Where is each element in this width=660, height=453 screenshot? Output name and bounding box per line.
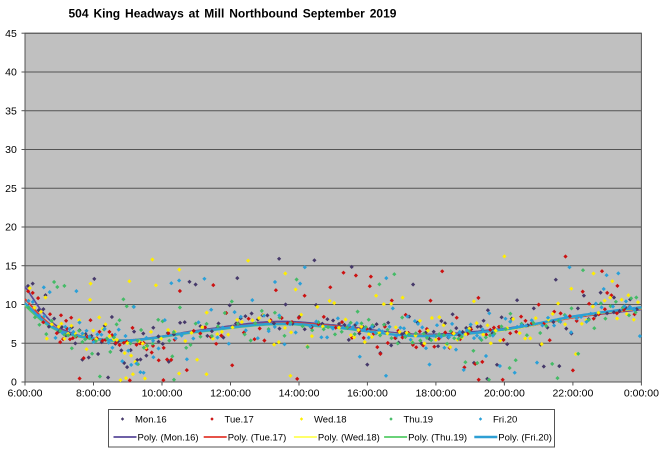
svg-text:Poly. (Fri.20): Poly. (Fri.20) — [498, 432, 552, 443]
svg-text:Poly. (Tue.17): Poly. (Tue.17) — [228, 432, 287, 443]
svg-text:0: 0 — [11, 377, 17, 389]
svg-text:10:00:00: 10:00:00 — [142, 388, 183, 400]
svg-text:25: 25 — [5, 183, 17, 195]
svg-text:12:00:00: 12:00:00 — [210, 388, 251, 400]
svg-text:6:00:00: 6:00:00 — [7, 388, 42, 400]
svg-text:Poly. (Wed.18): Poly. (Wed.18) — [318, 432, 380, 443]
svg-text:14:00:00: 14:00:00 — [279, 388, 320, 400]
svg-text:Fri.20: Fri.20 — [493, 414, 517, 425]
svg-text:30: 30 — [5, 144, 17, 156]
svg-text:504 King Headways at Mill Nort: 504 King Headways at Mill Northbound Sep… — [69, 7, 397, 21]
svg-text:Tue.17: Tue.17 — [225, 414, 254, 425]
svg-text:45: 45 — [5, 28, 17, 40]
svg-text:Poly. (Mon.16): Poly. (Mon.16) — [138, 432, 199, 443]
svg-text:20: 20 — [5, 222, 17, 234]
svg-text:Poly. (Thu.19): Poly. (Thu.19) — [408, 432, 467, 443]
svg-text:18:00:00: 18:00:00 — [415, 388, 456, 400]
svg-text:10: 10 — [5, 299, 17, 311]
svg-text:8:00:00: 8:00:00 — [76, 388, 111, 400]
svg-text:40: 40 — [5, 67, 17, 79]
svg-text:20:00:00: 20:00:00 — [484, 388, 525, 400]
svg-text:Mon.16: Mon.16 — [135, 414, 167, 425]
svg-text:35: 35 — [5, 105, 17, 117]
svg-text:22:00:00: 22:00:00 — [552, 388, 593, 400]
svg-text:0:00:00: 0:00:00 — [624, 388, 659, 400]
svg-text:16:00:00: 16:00:00 — [347, 388, 388, 400]
svg-text:15: 15 — [5, 260, 17, 272]
svg-text:5: 5 — [11, 338, 17, 350]
svg-text:Wed.18: Wed.18 — [314, 414, 347, 425]
svg-text:Thu.19: Thu.19 — [404, 414, 434, 425]
